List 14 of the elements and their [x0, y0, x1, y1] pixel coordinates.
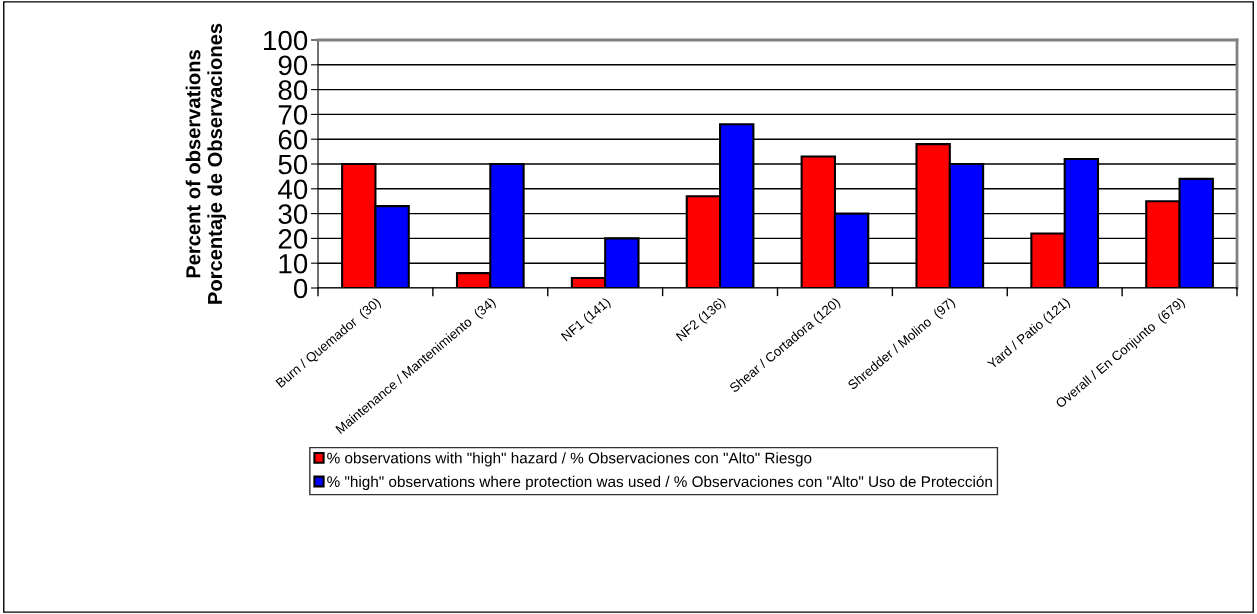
- y-tick-label: 100: [264, 30, 308, 51]
- y-tick-label: 80: [278, 80, 308, 100]
- y-tick-label: 10: [279, 253, 308, 274]
- y-tick-label: 0: [293, 278, 308, 299]
- y-tick-label: 20: [278, 229, 308, 249]
- y-axis-title: Percent of observations Porcentaje de Observaciones: [185, 23, 227, 304]
- y-tick-label: 50: [278, 154, 308, 175]
- legend-label: % observations with "high" hazard / % Observaciones con "Alto" Riesgo: [327, 452, 812, 467]
- y-tick-label: 40: [278, 179, 308, 200]
- y-tick-label: 60: [278, 129, 308, 150]
- y-tick-label: 70: [278, 105, 308, 125]
- y-tick-label: 90: [278, 55, 308, 76]
- legend-label: % "high" observations where protection was used / % Observaciones con "Alto" Uso de Protección: [327, 475, 992, 491]
- y-tick-label: 30: [278, 204, 308, 224]
